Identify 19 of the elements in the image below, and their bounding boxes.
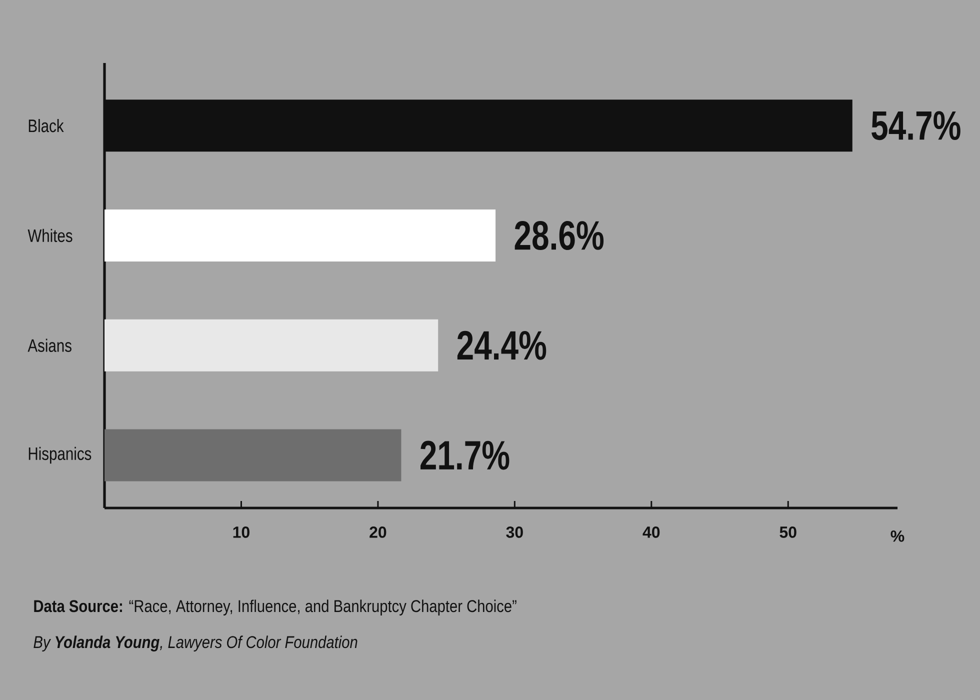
x-tick-label: 30 bbox=[506, 526, 523, 538]
x-tick-label: 20 bbox=[370, 526, 386, 538]
y-tick-label: Hispanics bbox=[28, 446, 92, 464]
data-label: 28.6% bbox=[514, 220, 604, 250]
x-axis-title: % bbox=[890, 530, 904, 542]
bar bbox=[104, 209, 496, 262]
y-tick-label: Asians bbox=[28, 338, 72, 352]
y-tick-label: Whites bbox=[28, 228, 72, 242]
data-label: 21.7% bbox=[420, 440, 510, 470]
text: By Yolanda Young, Lawyers Of Color Foundation bbox=[34, 636, 358, 652]
x-tick-label: 10 bbox=[233, 526, 250, 538]
y-tick-label: Black bbox=[28, 119, 64, 132]
bar bbox=[104, 429, 402, 482]
data-label: 54.7% bbox=[872, 111, 960, 140]
data-label: 24.4% bbox=[457, 330, 546, 360]
x-tick-label: 50 bbox=[780, 526, 796, 538]
text: Data Source: “Race, Attorney, Influence, and Bankruptcy Chapter Choice” bbox=[34, 600, 516, 616]
bar bbox=[104, 319, 438, 372]
x-tick-label: 40 bbox=[642, 526, 660, 538]
